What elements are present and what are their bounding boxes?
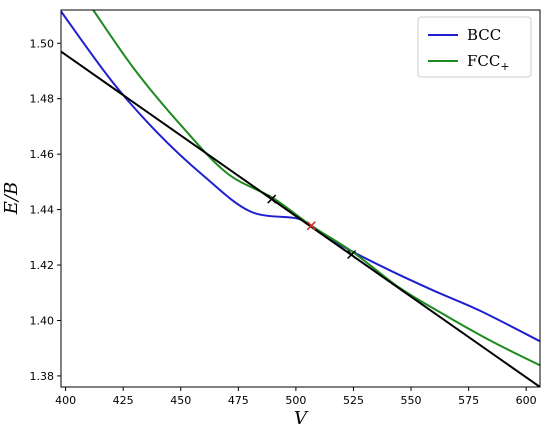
legend-label-fcc-main: FCC	[467, 52, 500, 70]
y-tick-label: 1.48	[30, 93, 55, 106]
point-marker-1	[306, 221, 316, 231]
x-axis-label: V	[294, 408, 309, 429]
x-tick-label: 525	[343, 394, 364, 407]
x-tick-label: 400	[55, 394, 76, 407]
legend-label-fcc: FCC+	[467, 52, 510, 73]
tick-layer: 400 425 450 475 500 525 550 575 600 1.38 1.40 1.42 1…	[30, 37, 537, 407]
x-tick-label: 600	[516, 394, 537, 407]
x-tick-label: 550	[401, 394, 422, 407]
x-tick-label: 575	[458, 394, 479, 407]
point-marker-2	[347, 249, 357, 260]
legend-label-fcc-subscript: +	[500, 60, 509, 73]
legend-label-bcc: BCC	[467, 26, 501, 44]
y-tick-label: 1.38	[30, 370, 55, 383]
y-tick-label: 1.44	[30, 204, 55, 217]
x-tick-label: 425	[113, 394, 134, 407]
plot-frame	[60, 9, 541, 388]
y-tick-label: 1.40	[30, 314, 55, 327]
legend: BCC FCC+	[417, 16, 532, 78]
y-tick-label: 1.50	[30, 37, 55, 50]
series-line-tangent	[61, 50, 540, 387]
point-marker-0	[267, 194, 277, 204]
y-axis-label: E/B	[1, 182, 22, 215]
y-tick-label: 1.46	[30, 148, 55, 161]
x-tick-label: 500	[285, 394, 306, 407]
x-tick-label: 475	[228, 394, 249, 407]
y-tick-label: 1.42	[30, 259, 55, 272]
x-tick-label: 450	[170, 394, 191, 407]
marker-layer	[267, 194, 357, 260]
